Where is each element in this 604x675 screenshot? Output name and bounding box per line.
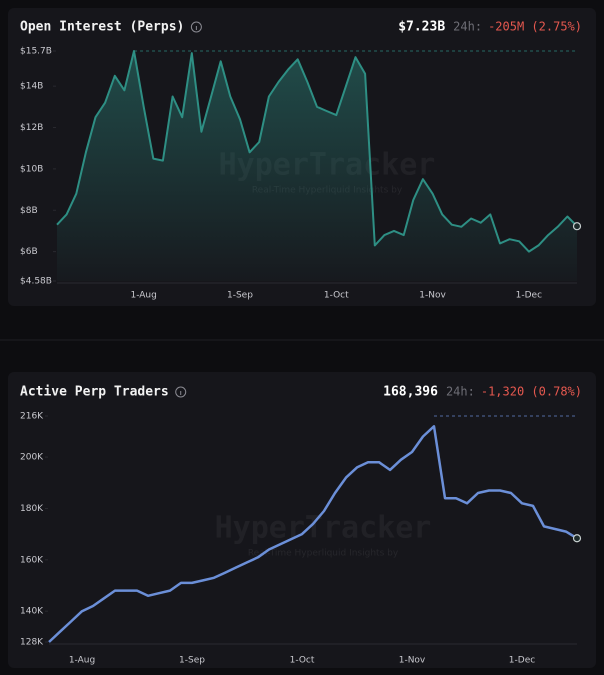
x-tick-label: 1-Sep [179, 656, 205, 666]
watermark-subtitle: Real-Time Hyperliquid Insights by [248, 549, 399, 559]
x-tick-label: 1-Aug [69, 656, 95, 666]
x-tick-label: 1-Sep [227, 291, 253, 301]
y-tick-label: 160K [20, 555, 44, 565]
change-label: 24h: [446, 385, 475, 399]
x-tick-label: 1-Oct [324, 291, 349, 301]
x-tick-label: 1-Nov [419, 291, 446, 301]
y-tick-label: $15.7B [20, 47, 52, 57]
current-value: $7.23B [398, 20, 445, 35]
y-tick-label: 200K [20, 453, 44, 463]
x-tick-label: 1-Nov [399, 656, 426, 666]
area-fill [57, 51, 577, 281]
y-tick-label: $12B [20, 123, 43, 133]
y-tick-label: $14B [20, 82, 43, 92]
last-point [572, 534, 582, 543]
x-tick-label: 1-Oct [290, 656, 315, 666]
y-tick-label: 180K [20, 504, 44, 514]
watermark: HyperTracker [215, 511, 432, 546]
x-tick-label: 1-Dec [516, 291, 542, 301]
info-icon [175, 386, 187, 398]
chart-title: Active Perp Traders [20, 385, 169, 400]
change: -205M (2.75%) [488, 20, 582, 34]
y-tick-label: $10B [20, 164, 43, 174]
series-line [48, 425, 578, 643]
current-value: 168,396 [383, 385, 438, 400]
y-tick-label: $8B [20, 206, 38, 216]
info-icon [190, 21, 202, 33]
y-tick-label: $4.58B [20, 277, 52, 287]
series-line [56, 50, 578, 253]
change: -1,320 (0.78%) [481, 385, 582, 399]
y-tick-label: 140K [20, 607, 44, 617]
chart-title: Open Interest (Perps) [20, 20, 184, 35]
y-tick-label: $6B [20, 247, 38, 257]
y-tick-label: 216K [20, 412, 44, 422]
last-point [572, 222, 582, 231]
change-label: 24h: [453, 20, 482, 34]
y-tick-label: 128K [20, 638, 44, 648]
x-tick-label: 1-Dec [509, 656, 535, 666]
x-tick-label: 1-Aug [130, 291, 156, 301]
